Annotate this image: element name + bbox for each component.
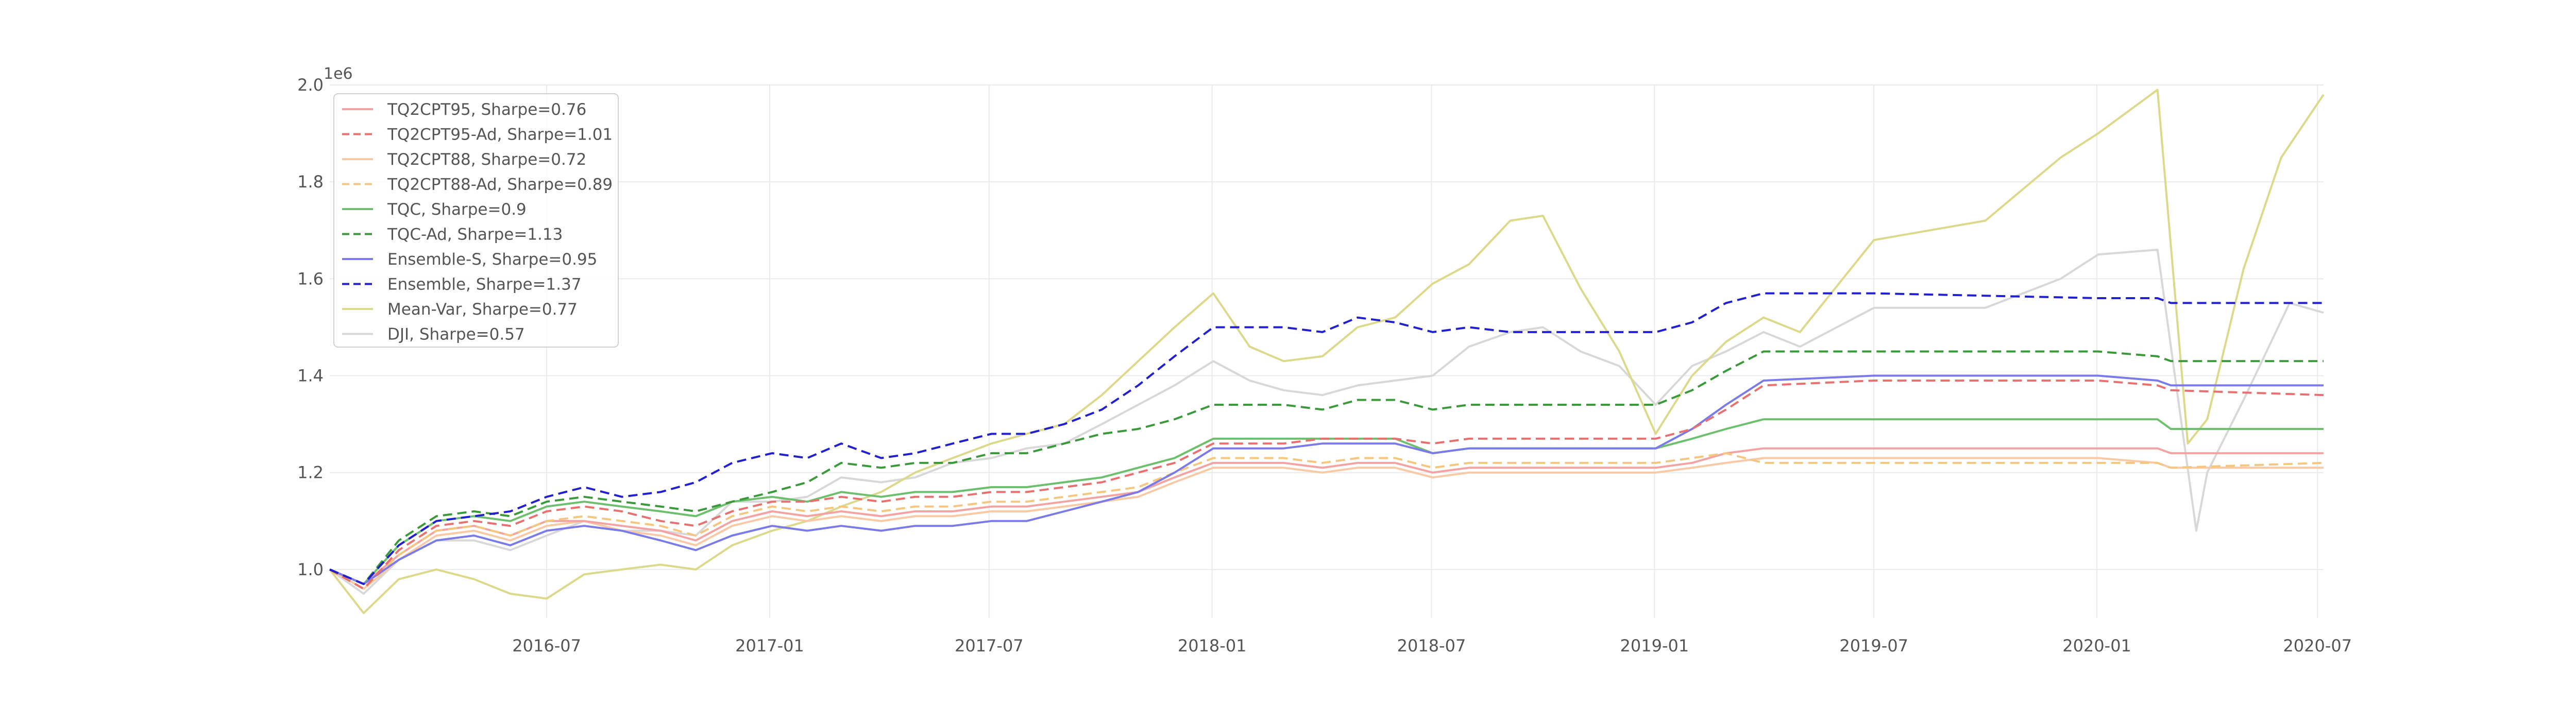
y-tick-label: 1.0: [297, 560, 324, 579]
x-tick-label: 2018-01: [1178, 636, 1247, 656]
y-tick-label: 1.2: [297, 463, 324, 483]
series-line-9: [329, 248, 2324, 595]
series-line-8: [329, 89, 2325, 614]
series-lines: [329, 89, 2325, 614]
y-tick-label: 2.0: [297, 75, 324, 95]
legend-entry-label: TQC-Ad, Sharpe=1.13: [387, 226, 563, 244]
series-line-5: [329, 350, 2324, 586]
legend: TQ2CPT95, Sharpe=0.76 TQ2CPT95-Ad, Sharpe…: [333, 93, 619, 348]
x-tick-label: 2016-07: [512, 636, 581, 656]
series-line-6: [329, 374, 2324, 586]
series-line-2: [329, 457, 2324, 590]
legend-entry-label: TQC, Sharpe=0.9: [387, 200, 527, 219]
x-tick-label: 2017-01: [735, 636, 804, 656]
x-tick-label: 2019-01: [1620, 636, 1689, 656]
legend-box: [333, 93, 619, 348]
y-axis-offset-label: 1e6: [324, 65, 353, 83]
x-tick-label: 2019-07: [1839, 636, 1908, 656]
legend-entry-label: TQ2CPT95, Sharpe=0.76: [387, 100, 586, 119]
x-tick-label: 2020-07: [2283, 636, 2352, 656]
plot-background: [330, 85, 2324, 618]
y-tick-label: 1.6: [297, 269, 324, 288]
x-tick-label: 2018-07: [1397, 636, 1466, 656]
legend-entry-label: Mean-Var, Sharpe=0.77: [387, 300, 578, 319]
legend-entry-label: TQ2CPT95-Ad, Sharpe=1.01: [387, 126, 613, 144]
x-tick-label: 2017-07: [955, 636, 1024, 656]
legend-entry-label: DJI, Sharpe=0.57: [387, 325, 525, 344]
series-line-1: [329, 380, 2324, 590]
legend-entry-label: TQ2CPT88-Ad, Sharpe=0.89: [387, 176, 613, 194]
series-line-4: [329, 418, 2324, 586]
y-tick-label: 1.8: [297, 172, 324, 192]
tick-labels: 1.0 1.2 1.4 1.6 1.8 2.0 2016-07 2017-01 2017-07 2…: [297, 75, 2352, 656]
series-line-7: [329, 292, 2324, 586]
x-tick-label: 2020-01: [2062, 636, 2131, 656]
legend-entry-label: TQ2CPT88, Sharpe=0.72: [387, 150, 586, 169]
y-tick-label: 1.4: [297, 366, 324, 386]
legend-entry-label: Ensemble, Sharpe=1.37: [387, 276, 582, 294]
legend-entry-label: Ensemble-S, Sharpe=0.95: [387, 250, 597, 269]
